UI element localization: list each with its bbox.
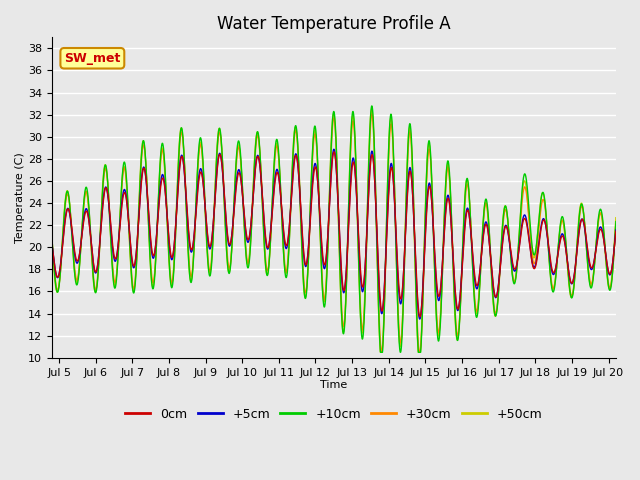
Title: Water Temperature Profile A: Water Temperature Profile A [217,15,451,33]
Legend: 0cm, +5cm, +10cm, +30cm, +50cm: 0cm, +5cm, +10cm, +30cm, +50cm [120,403,547,425]
Text: SW_met: SW_met [64,52,120,65]
Y-axis label: Temperature (C): Temperature (C) [15,152,25,243]
X-axis label: Time: Time [320,380,348,390]
